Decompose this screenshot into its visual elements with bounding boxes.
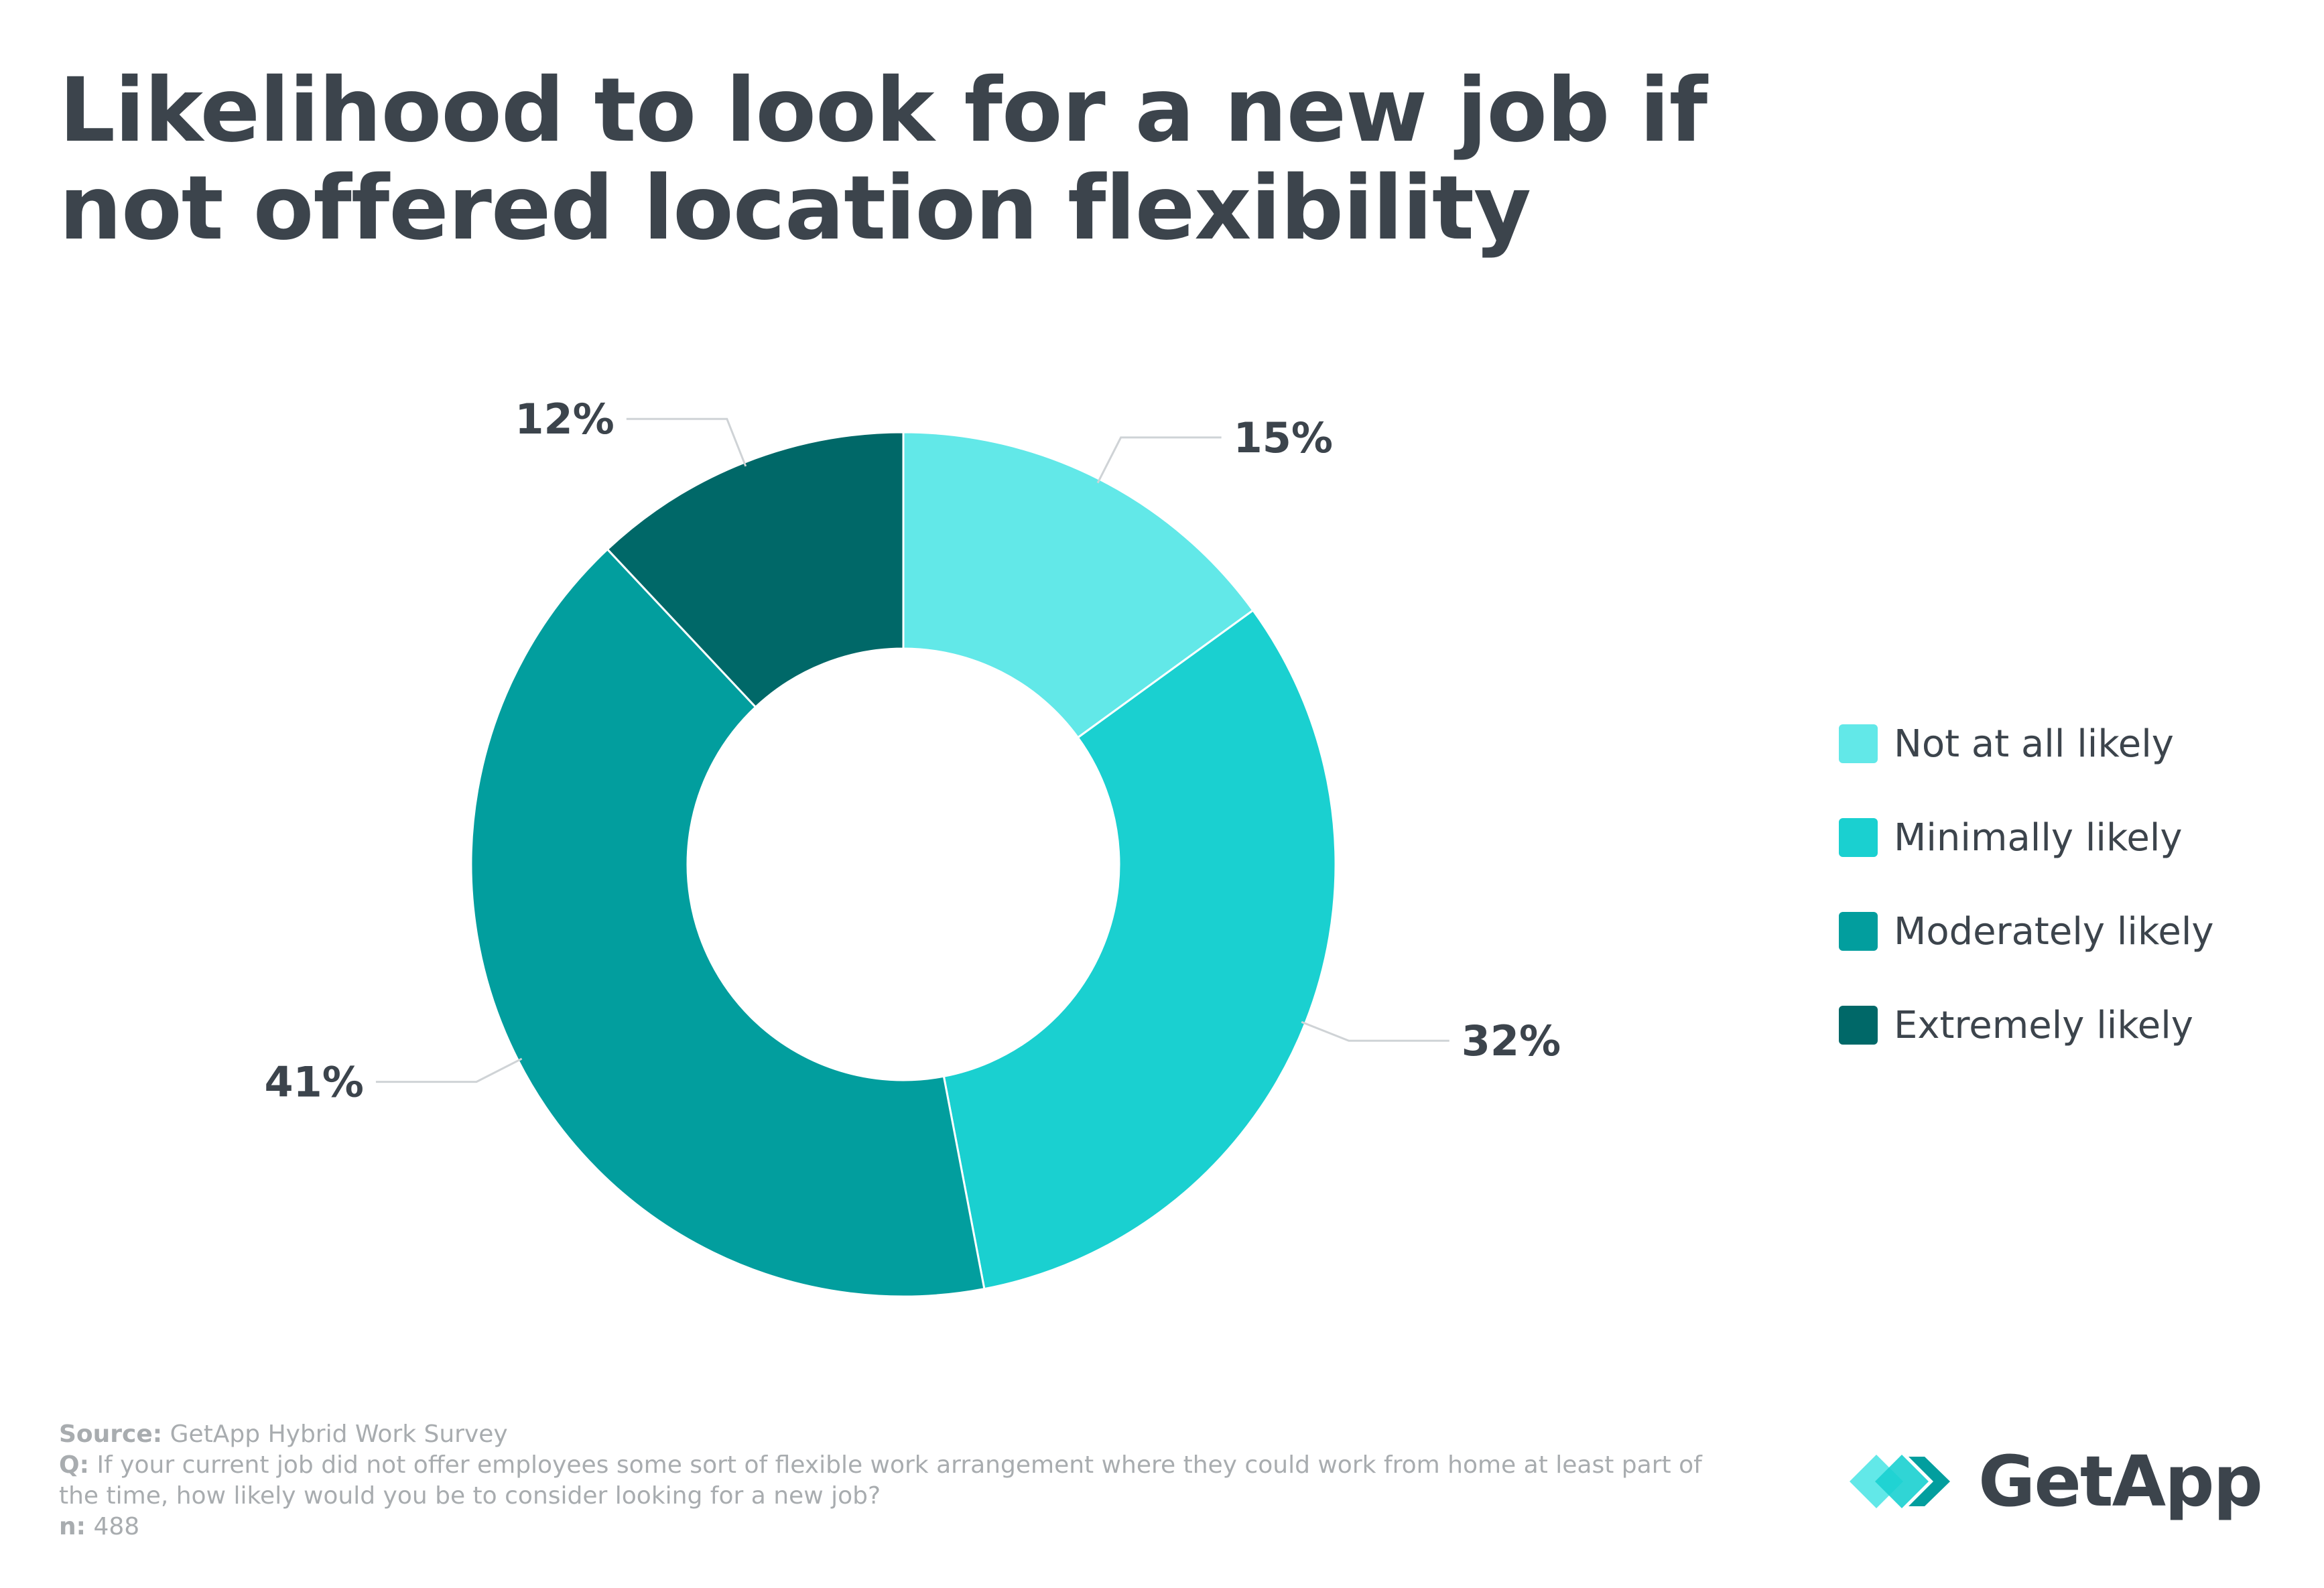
sample-size-text: 488	[86, 1513, 140, 1540]
leader-line	[1096, 436, 1222, 484]
slice-moderately-likely	[470, 547, 986, 1298]
source-line: Source: GetApp Hybrid Work Survey	[59, 1419, 1707, 1450]
getapp-logo: GetApp	[1850, 1441, 2263, 1522]
leader-line	[626, 417, 747, 467]
legend-item-minimally-likely: Minimally likely	[1839, 791, 2214, 884]
legend-item-moderately-likely: Moderately likely	[1839, 884, 2214, 978]
legend-swatch	[1839, 724, 1878, 763]
legend-label: Moderately likely	[1894, 909, 2214, 953]
slice-extremely-likely	[606, 431, 905, 709]
chart-title: Likelihood to look for a new job if not …	[59, 59, 1707, 260]
leader-line	[1301, 1020, 1449, 1042]
legend-label: Minimally likely	[1894, 815, 2183, 860]
data-label: 15%	[1234, 413, 1333, 462]
question-text: If your current job did not offer employ…	[59, 1451, 1702, 1510]
source-text: GetApp Hybrid Work Survey	[162, 1420, 508, 1448]
source-key: Source:	[59, 1420, 163, 1448]
slice-minimally-likely	[942, 608, 1337, 1291]
data-label: 12%	[515, 395, 614, 444]
legend-label: Extremely likely	[1894, 1003, 2193, 1047]
legend-item-extremely-likely: Extremely likely	[1839, 978, 2214, 1072]
legend-swatch	[1839, 818, 1878, 857]
sample-size-line: n: 488	[59, 1512, 1707, 1542]
legend-item-not-at-all-likely: Not at all likely	[1839, 697, 2214, 791]
legend-swatch	[1839, 912, 1878, 951]
getapp-logo-icon	[1850, 1455, 1950, 1508]
data-label: 32%	[1462, 1016, 1561, 1065]
footer-notes: Source: GetApp Hybrid Work Survey Q: If …	[59, 1419, 1707, 1542]
data-label: 41%	[265, 1058, 364, 1107]
question-key: Q:	[59, 1451, 89, 1479]
legend-label: Not at all likely	[1894, 722, 2174, 766]
legend-swatch	[1839, 1006, 1878, 1045]
getapp-logo-text: GetApp	[1978, 1441, 2263, 1522]
sample-size-key: n:	[59, 1513, 86, 1540]
leader-line	[375, 1057, 523, 1083]
question-line: Q: If your current job did not offer emp…	[59, 1450, 1707, 1512]
slice-not-at-all-likely	[902, 431, 1254, 739]
legend: Not at all likely Minimally likely Moder…	[1839, 697, 2214, 1072]
